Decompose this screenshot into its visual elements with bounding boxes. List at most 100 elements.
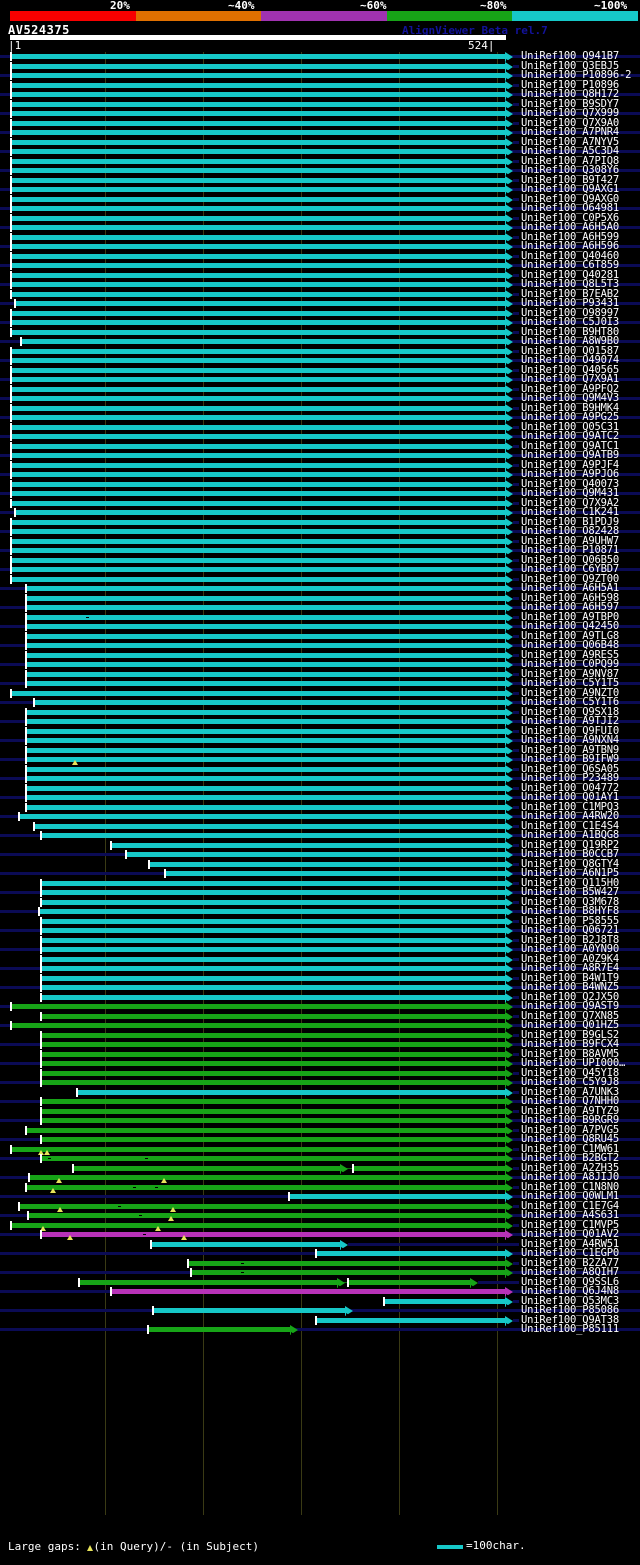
hsp-bar[interactable] (25, 586, 505, 591)
hsp-bar[interactable] (25, 614, 505, 620)
hsp-bar[interactable] (10, 206, 505, 211)
hsp-bar[interactable] (40, 918, 505, 924)
hit-label[interactable]: UniRef100_B9IFW9 (521, 753, 619, 765)
hsp-bar[interactable] (25, 719, 505, 724)
hsp-bar[interactable] (27, 1213, 505, 1218)
hsp-bar[interactable] (10, 158, 505, 164)
hit-label[interactable]: UniRef100_Q40073 (521, 477, 619, 490)
hsp-bar[interactable] (10, 472, 505, 477)
hsp-bar[interactable] (10, 263, 505, 268)
hit-label[interactable]: UniRef100_B9RGR9 (521, 1114, 619, 1126)
hit-label[interactable]: UniRef100_B4WNZ5 (521, 981, 619, 993)
hsp-bar[interactable] (40, 1099, 505, 1104)
hsp-bar[interactable] (10, 310, 505, 316)
hsp-bar[interactable] (10, 1004, 505, 1009)
hsp-bar[interactable] (25, 795, 505, 800)
hsp-bar[interactable] (40, 880, 505, 886)
hsp-bar[interactable] (25, 681, 505, 686)
hit-label[interactable]: UniRef100_C1E4S4 (521, 819, 619, 832)
hit-label[interactable]: UniRef100_Q05C31 (521, 420, 619, 433)
hit-label[interactable]: UniRef100_Q941B7 (521, 50, 619, 62)
hsp-bar[interactable] (40, 1118, 505, 1123)
hsp-bar[interactable] (10, 282, 505, 287)
hit-label[interactable]: UniRef100_A1BQG8 (521, 829, 619, 841)
hit-label[interactable]: UniRef100_B2ZA77 (521, 1256, 619, 1269)
hsp-bar[interactable] (78, 1279, 337, 1285)
hsp-bar[interactable] (40, 985, 505, 990)
hsp-bar[interactable] (40, 1108, 505, 1114)
hsp-bar[interactable] (10, 538, 505, 544)
hit-label[interactable]: UniRef100_O04772 (521, 781, 619, 794)
hit-label[interactable]: UniRef100_C1E7G4 (521, 1199, 619, 1212)
hit-label[interactable]: UniRef100_B2J8T8 (521, 933, 619, 946)
hit-label[interactable]: UniRef100_Q9ATC2 (521, 430, 619, 442)
hit-label[interactable]: UniRef100_C1MVP5 (521, 1218, 619, 1231)
hit-label[interactable]: UniRef100_Q40565 (521, 363, 619, 376)
hit-label[interactable]: UniRef100_A4RW20 (521, 810, 619, 822)
hit-label[interactable]: UniRef100_A9NV87 (521, 667, 619, 680)
hsp-bar[interactable] (10, 111, 505, 116)
hsp-bar[interactable] (25, 785, 505, 791)
hsp-bar[interactable] (40, 937, 505, 943)
hsp-bar[interactable] (40, 899, 505, 905)
alignment-row[interactable] (0, 1239, 640, 1253)
hit-label[interactable]: UniRef100_A7UNK3 (521, 1085, 619, 1098)
hsp-bar[interactable] (10, 329, 505, 335)
hsp-bar[interactable] (40, 1156, 505, 1161)
hsp-bar[interactable] (110, 1289, 505, 1294)
hit-label[interactable]: UniRef100_P23489 (521, 772, 619, 784)
hit-label[interactable]: UniRef100_Q7XN85 (521, 1009, 619, 1022)
hit-label[interactable]: UniRef100_C5Y1T6 (521, 696, 619, 708)
hit-label[interactable]: UniRef100_A9PFQ2 (521, 382, 619, 395)
hsp-bar[interactable] (10, 386, 505, 392)
alignment-row[interactable] (0, 1277, 640, 1291)
hsp-bar[interactable] (10, 576, 505, 582)
hit-label[interactable]: UniRef100_C5Y9J8 (521, 1076, 619, 1088)
hit-label[interactable]: UniRef100_O98997 (521, 306, 619, 319)
hsp-bar[interactable] (20, 339, 505, 344)
hsp-bar[interactable] (10, 253, 505, 259)
hsp-bar[interactable] (25, 709, 505, 715)
hsp-bar[interactable] (40, 1070, 505, 1076)
hsp-bar[interactable] (10, 120, 505, 126)
hsp-bar[interactable] (40, 1232, 505, 1237)
hit-label[interactable]: UniRef100_A2ZH35 (521, 1161, 619, 1174)
alignment-row[interactable] (0, 1325, 640, 1338)
hit-label[interactable]: UniRef100_Q2JX50 (521, 990, 619, 1003)
hit-label[interactable]: UniRef100_A9TLG8 (521, 629, 619, 642)
hit-label[interactable]: UniRef100_A6H596 (521, 240, 619, 252)
hsp-bar[interactable] (14, 301, 505, 306)
hsp-bar[interactable] (10, 405, 505, 411)
hit-label[interactable]: UniRef100_Q7X9A2 (521, 496, 619, 509)
hsp-bar[interactable] (10, 168, 505, 173)
hsp-bar[interactable] (10, 177, 505, 183)
hit-label[interactable]: UniRef100_P10896 (521, 78, 619, 91)
hsp-bar[interactable] (10, 149, 505, 154)
hit-label[interactable]: UniRef100_C5J0I3 (521, 316, 619, 328)
hsp-bar[interactable] (10, 348, 505, 354)
hsp-bar[interactable] (10, 244, 505, 249)
hsp-bar[interactable] (10, 187, 505, 192)
hsp-bar[interactable] (10, 225, 505, 230)
hsp-bar[interactable] (10, 358, 505, 363)
hsp-bar[interactable] (25, 624, 505, 629)
hsp-bar[interactable] (40, 1080, 505, 1085)
hit-label[interactable]: UniRef100_Q9AXG0 (521, 192, 619, 205)
hsp-bar[interactable] (40, 833, 505, 838)
hsp-bar[interactable] (10, 215, 505, 221)
hit-label[interactable]: UniRef100_C5Y1T5 (521, 677, 619, 689)
hit-label[interactable]: UniRef100_C1N8N0 (521, 1180, 619, 1193)
hit-label[interactable]: UniRef100_A9TJI2 (521, 715, 619, 727)
hsp-bar[interactable] (72, 1165, 340, 1171)
hit-label[interactable]: UniRef100_Q0WLM1 (521, 1190, 619, 1202)
hit-label[interactable]: UniRef100_O82428 (521, 525, 619, 537)
hit-label[interactable]: UniRef100_A8JIJ0 (521, 1171, 619, 1183)
hsp-bar[interactable] (10, 1023, 505, 1028)
hsp-bar[interactable] (25, 1127, 505, 1133)
hit-label[interactable]: UniRef100_Q01AV2 (521, 1228, 619, 1240)
hit-label[interactable]: UniRef100_Q3EBJ5 (521, 59, 619, 72)
hsp-bar[interactable] (25, 766, 505, 772)
hsp-bar[interactable] (10, 92, 505, 97)
hit-label[interactable]: UniRef100_A6H599 (521, 230, 619, 243)
hit-label[interactable]: UniRef100_Q9AT38 (521, 1313, 619, 1326)
